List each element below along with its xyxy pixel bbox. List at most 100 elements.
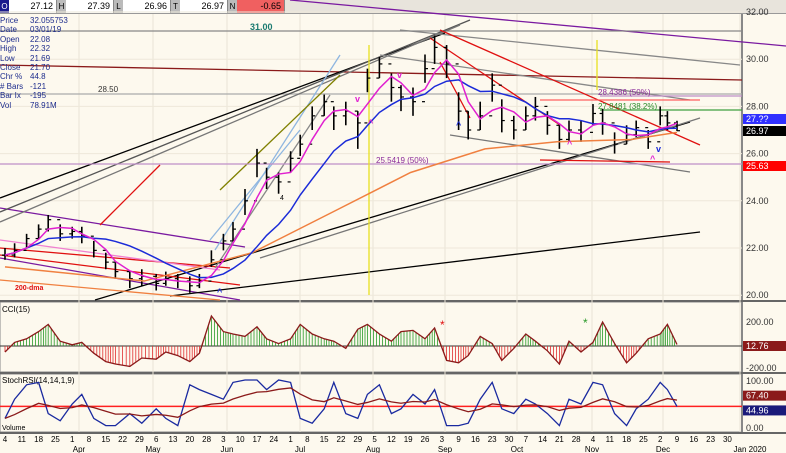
- x-tick-day: 8: [305, 435, 310, 444]
- info-row: Bar Ix -195: [0, 91, 68, 100]
- info-value: 44.8: [30, 72, 46, 82]
- last-value-text: 26.97: [746, 126, 769, 136]
- x-tick-month: May: [145, 445, 160, 453]
- x-tick-day: 11: [18, 435, 27, 444]
- stoch-last-tag: [743, 405, 786, 416]
- info-label: Price: [0, 16, 19, 25]
- stoch-signal-value: 67.40: [746, 391, 769, 401]
- price-bar: [153, 273, 160, 291]
- fib-label-382: 27.8481 (38.2%): [598, 102, 657, 111]
- high-value: 27.39: [66, 0, 113, 13]
- price-bar: [556, 124, 563, 149]
- x-tick-month: Oct: [511, 445, 524, 453]
- price-bar: [230, 222, 236, 242]
- stoch-signal-tag: [743, 390, 786, 401]
- pivot-low-marker: ^: [567, 139, 573, 149]
- info-label: Vol: [0, 100, 12, 110]
- x-tick-month: Jul: [295, 445, 305, 453]
- info-value: 21.70: [30, 63, 51, 73]
- open-key: O: [0, 0, 9, 13]
- price-bar: [431, 35, 438, 70]
- price-tick-label: 28.00: [746, 101, 769, 111]
- info-label: Bar Ix: [0, 91, 21, 101]
- x-tick-day: 1: [70, 435, 75, 444]
- info-value: -121: [30, 81, 47, 91]
- last-field: T 26.97: [171, 0, 228, 13]
- x-tick-day: 6: [154, 435, 159, 444]
- x-tick-day: 16: [689, 435, 698, 444]
- x-tick-day: 17: [253, 435, 262, 444]
- info-label: Chr %: [0, 72, 23, 82]
- price-bar: [590, 104, 596, 133]
- x-tick-month: Nov: [585, 445, 599, 453]
- pivot-label: 4: [280, 195, 284, 202]
- price-bar: [510, 115, 517, 140]
- x-tick-day: 9: [456, 435, 461, 444]
- info-label: Low: [0, 53, 15, 63]
- price-tick-label: 24.00: [746, 196, 769, 206]
- x-tick-day: 8: [87, 435, 92, 444]
- info-value: 03/01/19: [30, 25, 62, 35]
- x-tick-day: 9: [675, 435, 680, 444]
- cci-marker-green: *: [583, 316, 588, 330]
- price-tick-label: 30.00: [746, 54, 769, 64]
- price-bar: [162, 271, 169, 286]
- info-label: # Bars: [0, 81, 24, 91]
- trendline: [0, 247, 231, 269]
- volume-label: Volume: [2, 425, 25, 432]
- price-bar: [35, 224, 42, 240]
- last-value-text: 27.??: [746, 114, 769, 124]
- last-value-tag: [743, 114, 786, 124]
- info-row: High 22.32: [0, 44, 68, 53]
- x-tick-day: 28: [202, 435, 211, 444]
- x-tick-day: 18: [34, 435, 43, 444]
- info-label: Date: [0, 25, 17, 35]
- x-tick-day: 19: [404, 435, 413, 444]
- low-key: L: [114, 0, 123, 13]
- stochrsi-line: [4, 379, 678, 427]
- trendline: [439, 61, 471, 119]
- x-tick-day: 12: [387, 435, 396, 444]
- ma-long-line: [4, 131, 678, 282]
- x-tick-day: 25: [51, 435, 60, 444]
- price-bar: [321, 94, 328, 117]
- trendline: [0, 207, 246, 248]
- last-key: T: [171, 0, 180, 13]
- price-bar: [102, 249, 109, 270]
- pivot-high-marker: v: [397, 70, 402, 80]
- x-tick-day: 24: [269, 435, 278, 444]
- x-tick-day: 11: [606, 435, 615, 444]
- x-tick-month: Aug: [366, 445, 380, 453]
- price-tick-label: 32.00: [746, 7, 769, 17]
- price-bar: [477, 101, 484, 131]
- x-tick-day: 5: [372, 435, 377, 444]
- stochrsi-title: StochRSI(14,14,1,9): [2, 376, 75, 385]
- last-value-tag: [743, 126, 786, 136]
- info-row: Open 22.08: [0, 35, 68, 44]
- info-row: Chr % 44.8: [0, 72, 68, 81]
- trendline: [0, 64, 743, 81]
- info-label: Close: [0, 63, 21, 73]
- pivot-high-marker: v: [656, 144, 661, 154]
- cci-tick-label: -200.00: [746, 363, 777, 373]
- info-row: Date 03/01/19: [0, 25, 68, 34]
- cci-title: CCI(15): [2, 305, 30, 314]
- info-row: Price 32.055753: [0, 16, 68, 25]
- x-tick-day: 15: [101, 435, 110, 444]
- price-bar: [398, 85, 404, 112]
- trendline: [399, 29, 741, 66]
- fib-label-60: 28.4386 (50%): [598, 88, 651, 97]
- x-tick-month: Dec: [656, 445, 670, 453]
- trendline: [0, 24, 461, 223]
- pivot-low-marker: ^: [217, 287, 223, 297]
- x-tick-month: Jan 2020: [734, 445, 767, 453]
- price-bar: [388, 63, 395, 102]
- last-value-text: 25.63: [746, 161, 769, 171]
- x-axis: [0, 434, 786, 453]
- price-tick-label: 20.00: [746, 290, 769, 300]
- x-tick-day: 13: [169, 435, 178, 444]
- cci-panel: [0, 301, 743, 373]
- trendline: [289, 0, 786, 47]
- low-field: L 26.96: [114, 0, 171, 13]
